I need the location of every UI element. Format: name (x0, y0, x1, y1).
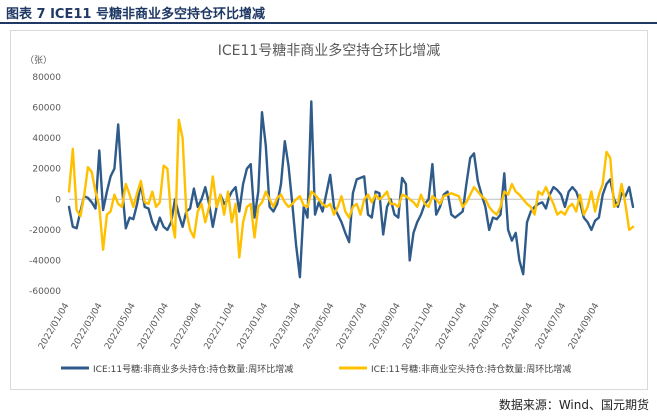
x-axis: 2022/01/042022/03/042022/05/042022/07/04… (37, 301, 602, 351)
x-tick-label: 2024/03/04 (468, 301, 503, 351)
y-tick-label: -20000 (29, 226, 61, 236)
figure-caption: 图表 7 ICE11 号糖非商业多空持仓环比增减 (6, 7, 265, 22)
y-tick-label: -40000 (29, 256, 61, 266)
y-tick-label: 0 (55, 195, 61, 205)
x-tick-label: 2024/05/04 (501, 301, 536, 351)
y-tick-label: 20000 (32, 165, 61, 175)
chart-canvas: ICE11号糖非商业多空持仓环比增减 （张） 80000 60000 40000 20… (25, 42, 635, 375)
x-tick-label: 2022/11/04 (203, 301, 238, 351)
y-axis-unit-label: （张） (25, 55, 52, 66)
y-tick-label: 40000 (32, 134, 61, 144)
x-tick-label: 2022/09/04 (169, 301, 204, 351)
y-tick-label: -60000 (29, 287, 61, 297)
y-tick-label: 60000 (32, 104, 61, 114)
x-tick-label: 2023/09/04 (368, 301, 403, 351)
legend-label-short: ICE:11号糖:非商业空头持仓:持仓数量:周环比增减 (371, 363, 571, 375)
x-tick-label: 2023/01/04 (236, 301, 271, 351)
x-tick-label: 2023/11/04 (401, 301, 436, 351)
y-axis: 80000 60000 40000 20000 0 -20000 -40000 -60000 (29, 73, 633, 297)
source-note: 数据来源：Wind、国元期货 (498, 398, 649, 412)
x-tick-label: 2024/09/04 (567, 301, 602, 351)
x-tick-label: 2023/03/04 (269, 301, 304, 351)
series-lines (67, 100, 635, 279)
x-tick-label: 2023/07/04 (335, 301, 370, 351)
x-tick-label: 2022/05/04 (103, 301, 138, 351)
x-tick-label: 2024/01/04 (434, 301, 469, 351)
x-tick-label: 2022/03/04 (70, 301, 105, 351)
series-line-short-positions (67, 118, 635, 259)
x-tick-label: 2023/05/04 (302, 301, 337, 351)
x-tick-label: 2022/01/04 (37, 301, 72, 351)
y-tick-label: 80000 (32, 73, 61, 83)
series-line-long-positions (67, 100, 635, 279)
legend-label-long: ICE:11号糖:非商业多头持仓:持仓数量:周环比增减 (93, 363, 293, 375)
chart-title: ICE11号糖非商业多空持仓环比增减 (218, 42, 441, 59)
x-tick-label: 2024/07/04 (534, 301, 569, 351)
x-tick-label: 2022/07/04 (136, 301, 171, 351)
caption-underline (0, 22, 657, 24)
legend: ICE:11号糖:非商业多头持仓:持仓数量:周环比增减 ICE:11号糖:非商业… (61, 363, 571, 375)
chart-frame: ICE11号糖非商业多空持仓环比增减 （张） 80000 60000 40000 20… (10, 30, 648, 390)
